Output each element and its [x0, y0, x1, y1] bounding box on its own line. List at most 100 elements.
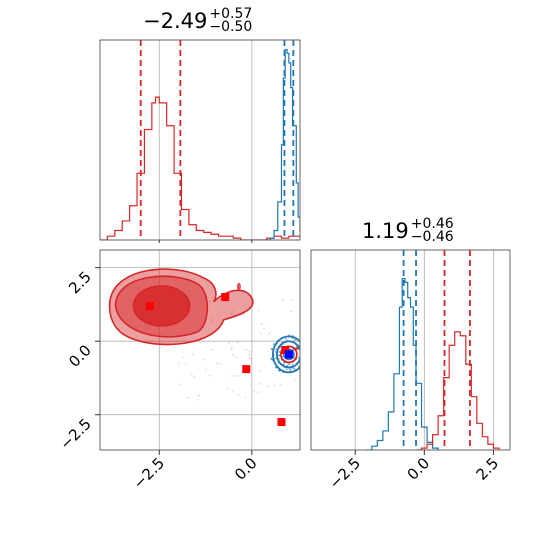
- joint-sample-point: [193, 376, 196, 378]
- param2-xtick-label: 2.5: [473, 454, 503, 484]
- joint-sample-point: [257, 391, 259, 393]
- joint-sample-point: [269, 331, 272, 334]
- joint-xtick-label: 0.0: [231, 454, 261, 484]
- joint-sample-point: [281, 299, 284, 302]
- joint-sample-point: [245, 349, 248, 351]
- joint-sample-point: [232, 389, 234, 392]
- joint-sample-point: [231, 375, 234, 377]
- joint-sample-point: [197, 399, 199, 401]
- joint-sample-point: [209, 300, 212, 303]
- joint-sample-point-blue: [302, 350, 304, 352]
- joint-sample-point: [182, 356, 185, 359]
- joint-marker-red: [242, 365, 251, 374]
- joint-sample-point: [232, 309, 235, 312]
- joint-sample-point: [230, 312, 233, 315]
- joint-sample-point: [191, 353, 194, 356]
- param1-frame: [99, 39, 301, 241]
- joint-sample-point-blue: [288, 363, 290, 366]
- param1-title-sub: −0.50: [209, 19, 253, 35]
- joint-sample-point-blue: [278, 351, 281, 353]
- joint-contour-red-inner: [132, 285, 191, 327]
- joint-sample-point-blue: [300, 344, 302, 346]
- joint-sample-point: [259, 382, 261, 385]
- joint-sample-point-blue: [275, 348, 278, 351]
- param2-title-value: 1.19: [362, 219, 409, 243]
- joint-sample-point-blue: [270, 348, 273, 350]
- joint-sample-point-blue: [270, 357, 273, 360]
- joint-sample-point: [259, 370, 261, 372]
- param2-hist-red: [416, 331, 500, 450]
- joint-sample-point-blue: [293, 339, 296, 342]
- joint-sample-point-blue: [303, 362, 305, 364]
- joint-density-group: [108, 268, 305, 427]
- joint-sample-point: [211, 318, 214, 321]
- joint-sample-point: [198, 394, 201, 396]
- joint-sample-point: [244, 396, 247, 399]
- param1-hist-blue: [262, 48, 300, 240]
- joint-sample-point: [197, 395, 200, 397]
- joint-sample-point-blue: [302, 356, 304, 358]
- param2-frame: [310, 249, 511, 451]
- joint-contour-blue-outer: [271, 335, 300, 374]
- param2-title-sub: −0.46: [410, 229, 454, 245]
- joint-sample-point-blue: [300, 350, 302, 352]
- joint-sample-point: [253, 390, 255, 392]
- joint-xtick-label: −2.5: [130, 454, 168, 492]
- joint-sample-point: [177, 362, 180, 364]
- param1-histogram-group: [100, 40, 300, 240]
- joint-sample-point: [291, 299, 294, 301]
- joint-sample-point: [248, 353, 251, 356]
- joint-sample-point: [209, 374, 211, 377]
- joint-sample-point: [280, 384, 282, 386]
- joint-contour-red-fleck: [236, 282, 241, 291]
- joint-ytick-label: 0.0: [65, 341, 95, 371]
- joint-sample-point: [260, 323, 263, 325]
- joint-sample-point: [228, 342, 230, 345]
- joint-sample-point: [211, 348, 213, 351]
- param2-xtick-label: 0.0: [404, 454, 434, 484]
- joint-sample-point-blue: [300, 346, 302, 348]
- joint-sample-point: [219, 363, 222, 365]
- joint-sample-point: [186, 397, 189, 399]
- joint-sample-point: [260, 332, 262, 335]
- joint-sample-point-blue: [282, 363, 285, 366]
- joint-sample-point: [203, 358, 205, 361]
- joint-sample-point: [231, 347, 233, 349]
- joint-sample-point: [179, 383, 182, 385]
- param1-hist-red: [100, 96, 300, 240]
- joint-sample-point: [216, 362, 219, 364]
- joint-sample-point-blue: [285, 338, 287, 340]
- joint-sample-point: [237, 393, 239, 396]
- joint-sample-point: [248, 350, 251, 353]
- joint-contour-blue-mid: [275, 340, 300, 369]
- joint-sample-point: [242, 313, 245, 316]
- param2-title: 1.19 +0.46 −0.46: [362, 217, 454, 245]
- joint-ytick-label: −2.5: [56, 415, 94, 453]
- joint-sample-point-blue: [301, 341, 303, 343]
- joint-sample-point: [235, 356, 238, 359]
- joint-sample-point-blue: [302, 360, 304, 362]
- param1-title-value: −2.49: [143, 9, 208, 33]
- joint-sample-point-blue: [300, 366, 302, 368]
- param2-histogram-group: [366, 250, 500, 450]
- joint-marker-red: [146, 301, 154, 310]
- joint-sample-point-blue: [278, 354, 280, 357]
- param1-title-sup: +0.57: [209, 6, 253, 22]
- joint-sample-point: [293, 379, 296, 382]
- joint-marker-red: [281, 346, 290, 354]
- param1-title: −2.49 +0.57 −0.50: [143, 6, 253, 35]
- joint-sample-point-blue: [277, 369, 280, 372]
- joint-sample-point: [268, 333, 270, 335]
- joint-sample-point: [210, 320, 212, 322]
- joint-sample-point: [249, 356, 251, 359]
- joint-sample-point: [290, 310, 292, 313]
- joint-sample-point-blue: [291, 363, 294, 366]
- joint-ytick-label: 2.5: [65, 268, 95, 298]
- joint-sample-point: [236, 341, 239, 344]
- joint-sample-point: [257, 309, 260, 312]
- joint-sample-point: [267, 385, 270, 388]
- joint-sample-point: [230, 348, 233, 350]
- joint-sample-point-blue: [301, 351, 303, 353]
- joint-marker-red: [221, 293, 230, 302]
